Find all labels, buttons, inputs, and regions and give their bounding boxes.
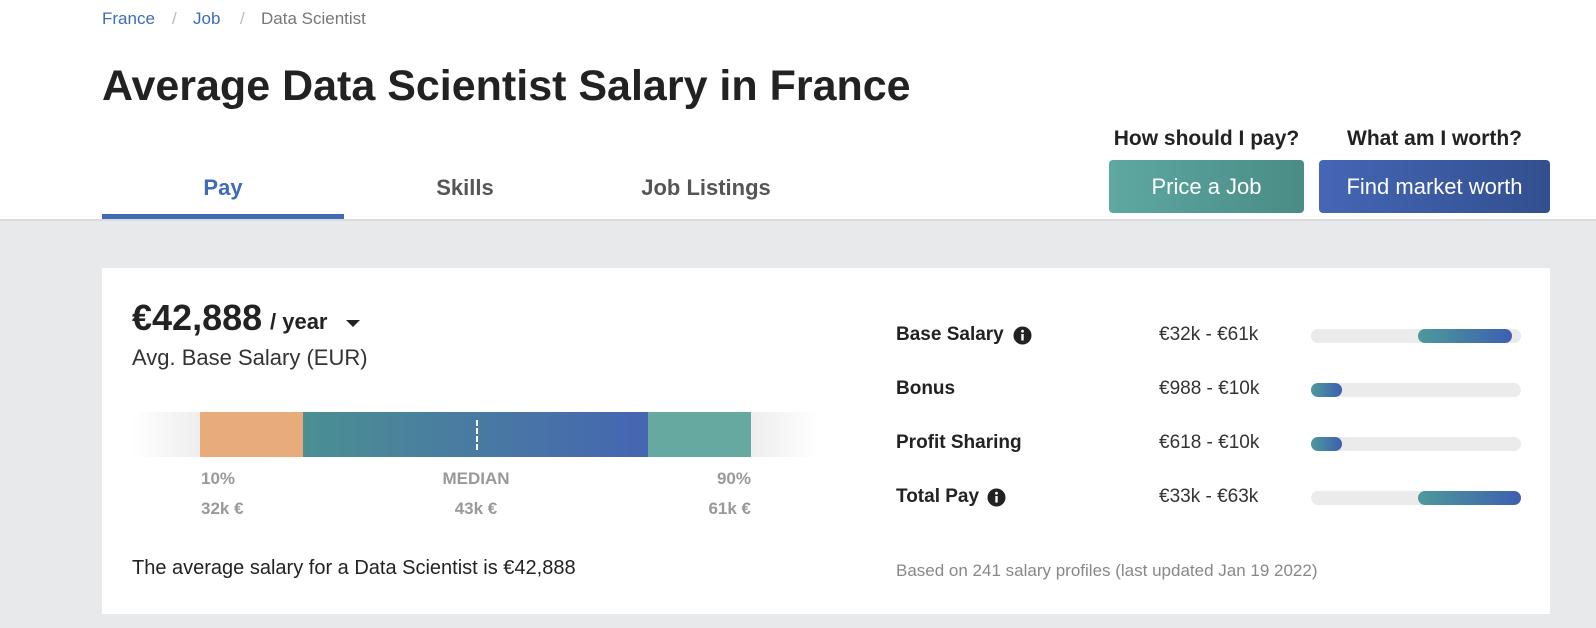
range-track <box>1311 383 1521 397</box>
price-job-button[interactable]: Price a Job <box>1109 160 1304 213</box>
breadcrumb-link[interactable]: Job <box>193 9 221 28</box>
pay-range: €32k - €61k <box>1159 324 1259 345</box>
percentile-value: 43k € <box>454 499 498 518</box>
active-tab-indicator <box>102 214 344 219</box>
separator: / <box>172 9 177 28</box>
pay-type: Base Salary <box>896 324 1004 345</box>
pay-range: €988 - €10k <box>1159 378 1260 399</box>
pay-range: €33k - €63k <box>1159 486 1259 507</box>
market-worth-button[interactable]: Find market worth <box>1319 160 1550 213</box>
range-track <box>1311 329 1521 343</box>
cta-question: What am I worth? <box>1347 127 1522 150</box>
tab[interactable]: Pay <box>203 175 243 200</box>
range-track <box>1311 437 1521 451</box>
tab[interactable]: Job Listings <box>641 175 771 200</box>
median-marker <box>476 420 478 450</box>
tab[interactable]: Skills <box>436 175 494 200</box>
bar-low <box>200 412 303 457</box>
percentile-label: 90% <box>716 469 751 488</box>
percentile-label: MEDIAN <box>442 469 510 488</box>
info-icon[interactable] <box>1013 326 1032 345</box>
period-dropdown[interactable] <box>346 320 360 327</box>
pay-type: Total Pay <box>896 486 980 507</box>
pay-range: €618 - €10k <box>1159 432 1260 453</box>
breadcrumb-current: Data Scientist <box>261 9 366 28</box>
pay-type: Profit Sharing <box>896 432 1022 453</box>
breadcrumb-link[interactable]: France <box>102 9 155 28</box>
salary-amount: €42,888 <box>132 297 263 338</box>
bar-middle <box>303 412 648 457</box>
bar-high <box>648 412 751 457</box>
summary-text: The average salary for a Data Scientist … <box>132 557 576 579</box>
salary-label: Avg. Base Salary (EUR) <box>132 345 368 370</box>
percentile-value: 61k € <box>708 499 751 518</box>
percentile-value: 32k € <box>201 499 244 518</box>
percentile-label: 10% <box>201 469 236 488</box>
page-title: Average Data Scientist Salary in France <box>102 62 911 110</box>
info-icon[interactable] <box>987 488 1006 507</box>
salary-period[interactable]: / year <box>270 309 328 334</box>
range-track <box>1311 491 1521 505</box>
range-fill <box>1418 329 1512 343</box>
range-fill <box>1311 437 1342 451</box>
bar-fade <box>751 412 819 457</box>
bar-fade <box>132 412 200 457</box>
footnote: Based on 241 salary profiles (last updat… <box>896 561 1318 580</box>
range-fill <box>1311 383 1342 397</box>
cta-question: How should I pay? <box>1113 127 1300 150</box>
range-fill <box>1418 491 1521 505</box>
separator: / <box>240 9 245 28</box>
pay-type: Bonus <box>896 378 956 399</box>
